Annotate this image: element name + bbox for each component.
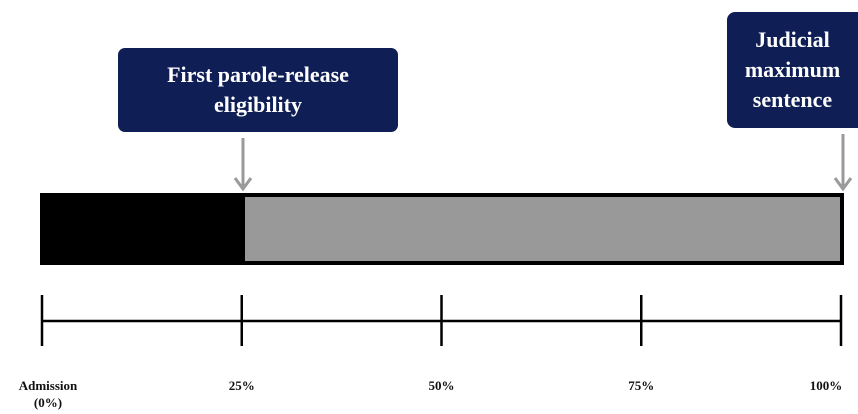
axis-tick-text-100: 100% xyxy=(809,378,843,393)
axis-tick-text-50: 50% xyxy=(428,378,455,393)
parole-eligibility-callout: First parole-release eligibility xyxy=(118,48,398,132)
axis-tick-subtext-0: (0%) xyxy=(33,395,63,410)
axis-tick-label-0: Admission (0%) xyxy=(19,377,78,411)
axis-tick-text-0: Admission xyxy=(18,378,78,393)
axis-tick-label-25: 25% xyxy=(229,377,255,394)
axis-tick-text-25: 25% xyxy=(228,378,255,393)
time-served-segment xyxy=(40,193,245,265)
parole-arrow-icon xyxy=(233,138,253,192)
axis-tick-label-50: 50% xyxy=(429,377,455,394)
parole-callout-line-2: eligibility xyxy=(214,92,302,117)
timeline-ticks xyxy=(40,295,843,346)
parole-callout-line-1: First parole-release xyxy=(167,62,349,87)
remaining-sentence-segment xyxy=(245,197,840,261)
maximum-callout-line-3: sentence xyxy=(752,87,833,112)
maximum-callout-line-1: Judicial xyxy=(755,27,830,52)
judicial-maximum-callout: Judicial maximum sentence xyxy=(727,12,858,128)
maximum-callout-line-2: maximum xyxy=(744,57,841,82)
axis-tick-label-75: 75% xyxy=(628,377,654,394)
sentence-bar-outline xyxy=(40,193,844,265)
axis-tick-label-100: 100% xyxy=(810,377,843,394)
axis-tick-text-75: 75% xyxy=(628,378,655,393)
maximum-arrow-icon xyxy=(833,134,853,192)
